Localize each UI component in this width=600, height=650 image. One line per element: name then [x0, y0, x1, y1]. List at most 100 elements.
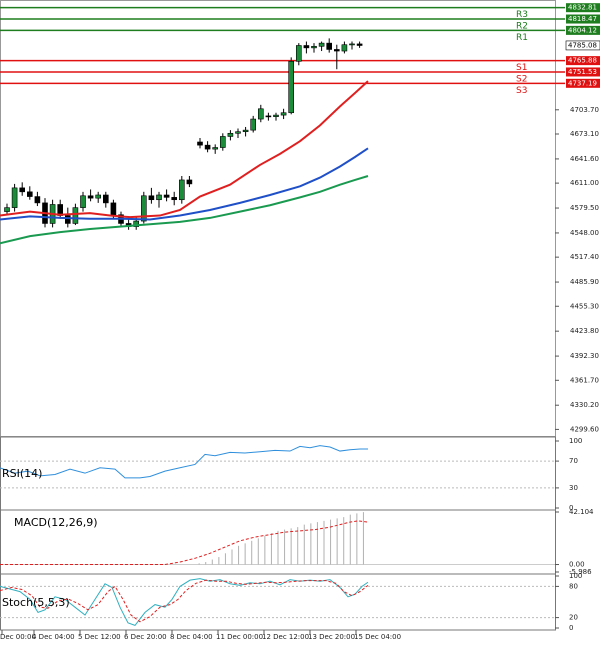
rsi-panel-frame [0, 436, 556, 511]
candle-body-up [72, 207, 79, 224]
macd-panel-label: MACD(12,26,9) [14, 516, 98, 529]
level-price-text-s2: 4751.53 [568, 68, 597, 76]
x-axis-label: Dec 00:00 [0, 633, 36, 641]
candle-body-up [80, 195, 86, 208]
candle-body-up [288, 61, 295, 114]
x-axis-label: 8 Dec 04:00 [170, 633, 213, 641]
current-price-text: 4785.08 [568, 41, 597, 49]
current-price-tag [565, 40, 600, 51]
candle-body-up [156, 194, 162, 201]
candle [341, 41, 348, 54]
x-axis-label: 15 Dec 04:00 [354, 633, 401, 641]
main-y-tick-label: 4641.60 [570, 155, 599, 163]
candle-body-up [179, 179, 185, 201]
candle-body-up [4, 207, 10, 212]
candle [179, 176, 185, 204]
candle [19, 182, 26, 196]
main-y-tick-label: 4703.70 [570, 106, 599, 114]
candle-body-down [26, 191, 33, 197]
candle-body-up [311, 45, 317, 49]
candle [171, 191, 177, 206]
candle [257, 104, 264, 123]
candle-body-down [163, 194, 170, 198]
level-price-text-s3: 4737.19 [568, 79, 597, 87]
level-label-s3: S3 [516, 86, 527, 96]
candle [250, 115, 256, 133]
candle-body-up [235, 131, 241, 134]
x-axis-label: 6 Dec 20:00 [124, 633, 167, 641]
level-price-text-r2: 4818.47 [568, 15, 597, 23]
candle-body-up [349, 43, 355, 46]
x-axis-label: 11 Dec 00:00 [216, 633, 263, 641]
candle-body-down [87, 195, 94, 199]
level-price-tag-r3 [566, 3, 600, 13]
main-y-tick-label: 4673.10 [570, 130, 599, 138]
main-y-tick-label: 4611.00 [570, 179, 599, 187]
candle [11, 183, 18, 212]
level-label-r1: R1 [516, 33, 528, 43]
stoch-panel-label: Stoch(5,5,3) [2, 596, 70, 609]
level-price-tag-s1 [566, 56, 600, 66]
candle-body-up [95, 194, 101, 199]
main-y-tick-label: 4361.70 [570, 376, 599, 384]
main-y-tick-label: 4517.40 [570, 253, 599, 261]
main-y-tick-label: 4423.80 [570, 327, 599, 335]
candle-body-down [204, 144, 211, 150]
level-price-tag-s2 [566, 67, 600, 77]
candle-body-down [148, 195, 155, 201]
rsi-y-tick-label: 0 [569, 504, 573, 512]
moving-average-line-3 [0, 175, 369, 245]
rsi-panel-label: RSI(14) [2, 467, 42, 480]
candle [242, 126, 249, 137]
candle-body-up [141, 195, 147, 222]
level-price-tag-s3 [566, 78, 600, 88]
level-price-text-r3: 4832.81 [568, 4, 597, 12]
candle [87, 189, 94, 202]
candle [163, 189, 170, 202]
x-axis-label: 13 Dec 20:00 [308, 633, 355, 641]
main-y-tick-label: 4548.00 [570, 229, 599, 237]
candle-body-down [65, 215, 71, 224]
main-y-tick-label: 4392.30 [570, 352, 599, 360]
candle-body-down [356, 43, 363, 46]
candle-body-up [227, 132, 234, 137]
macd-y-tick-label: 42.104 [569, 508, 594, 516]
rsi-y-tick-label: 100 [569, 437, 582, 445]
candle [235, 128, 241, 139]
level-label-s1: S1 [516, 63, 527, 73]
x-axis-label: 5 Dec 12:00 [78, 633, 121, 641]
candle-body-down [333, 49, 340, 52]
candle [186, 176, 193, 188]
candle [349, 41, 355, 50]
candle [295, 43, 302, 66]
candle [227, 130, 234, 141]
level-label-r2: R2 [516, 22, 528, 32]
candle [265, 112, 272, 121]
x-axis-label: 12 Dec 12:00 [262, 633, 309, 641]
candle-body-up [257, 108, 264, 120]
level-label-s2: S2 [516, 74, 527, 84]
candle-body-up [280, 112, 287, 116]
candle-body-down [326, 42, 333, 50]
candle-body-up [11, 187, 18, 208]
candle-body-up [341, 44, 348, 52]
candle [220, 133, 226, 151]
stoch-signal-line [0, 579, 369, 623]
candle-body-up [220, 136, 226, 148]
stoch-main-line [0, 578, 369, 626]
candle [303, 41, 310, 54]
level-price-text-r1: 4804.12 [568, 26, 597, 34]
macd-y-tick-label: 0.00 [569, 561, 585, 569]
candle [280, 108, 287, 120]
candle [26, 186, 33, 200]
candle-body-down [103, 194, 109, 204]
stoch-y-tick-label: 80 [569, 582, 578, 590]
candle-body-up [318, 42, 325, 47]
candle [197, 138, 203, 149]
candle [103, 191, 109, 208]
candle-body-down [197, 141, 203, 146]
candle [34, 191, 41, 207]
main-y-tick-label: 4330.20 [570, 401, 599, 409]
